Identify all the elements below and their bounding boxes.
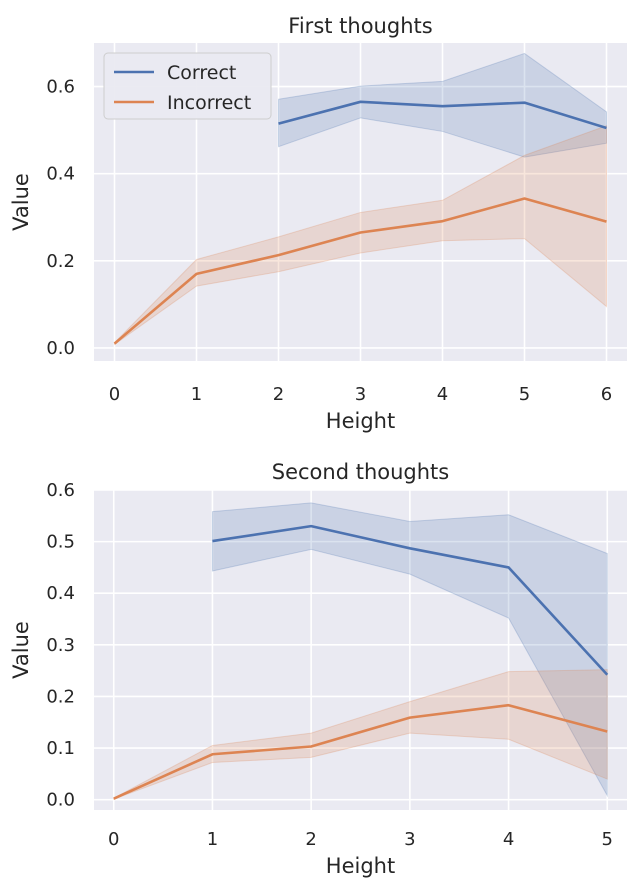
- x-tick-label: 1: [191, 384, 202, 405]
- chart-title: First thoughts: [288, 14, 432, 38]
- x-tick-label: 5: [602, 829, 613, 850]
- series-line-incorrect: [113, 703, 608, 800]
- y-tick-label: 0.6: [46, 77, 75, 98]
- x-tick-label: 4: [437, 384, 448, 405]
- confidence-band-correct: [211, 502, 608, 798]
- legend-label-incorrect: Incorrect: [167, 92, 251, 114]
- y-tick-label: 0.4: [46, 164, 75, 185]
- y-axis-label: Value: [9, 621, 33, 679]
- x-tick-label: 2: [273, 384, 284, 405]
- y-axis-label: Value: [9, 173, 33, 231]
- x-tick-label: 1: [207, 829, 218, 850]
- y-tick-label: 0.2: [46, 686, 75, 707]
- x-tick-label: 4: [503, 829, 514, 850]
- y-tick-label: 0.6: [46, 480, 75, 501]
- x-tick-label: 3: [355, 384, 366, 405]
- y-tick-label: 0.3: [46, 635, 75, 656]
- x-axis-label: Height: [326, 854, 395, 878]
- x-tick-label: 0: [108, 829, 119, 850]
- y-tick-label: 0.0: [46, 790, 75, 811]
- y-tick-label: 0.5: [46, 532, 75, 553]
- x-tick-label: 3: [404, 829, 415, 850]
- chart-title: Second thoughts: [272, 460, 449, 484]
- y-tick-label: 0.4: [46, 583, 75, 604]
- x-tick-label: 6: [601, 384, 612, 405]
- plot-area: [94, 490, 627, 810]
- legend-label-correct: Correct: [167, 62, 236, 84]
- x-tick-label: 0: [109, 384, 120, 405]
- confidence-band-incorrect: [113, 669, 608, 800]
- y-tick-label: 0.0: [46, 338, 75, 359]
- legend: Correct Incorrect: [103, 52, 272, 120]
- chart-panel-2: 0.0 0.1 0.2 0.3 0.4 0.5 0.6 0 1 2 3 4 5 Second though…: [9, 460, 627, 878]
- x-tick-label: 2: [305, 829, 316, 850]
- y-tick-label: 0.1: [46, 738, 75, 759]
- chart-panel-1: 0.0 0.2 0.4 0.6 0 1 2 3 4 5 6 First thoughts Height V…: [9, 14, 627, 433]
- confidence-band-incorrect: [114, 125, 607, 346]
- x-tick-label: 5: [519, 384, 530, 405]
- y-tick-label: 0.2: [46, 251, 75, 272]
- x-axis-label: Height: [326, 409, 395, 433]
